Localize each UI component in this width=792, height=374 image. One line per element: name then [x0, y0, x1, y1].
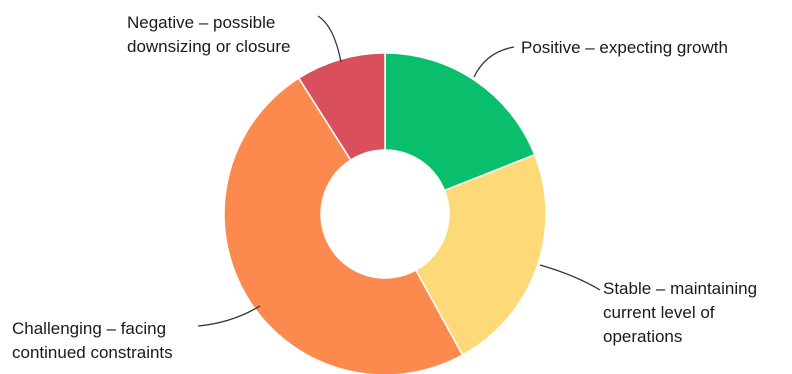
label-stable-line-3: operations: [603, 327, 682, 346]
leader-line-negative: [317, 15, 342, 63]
slice-stable: [414, 153, 547, 357]
label-challenging-line-2: continued constraints: [12, 343, 173, 362]
label-stable: Stable – maintaining current level of op…: [603, 279, 762, 346]
slice-negative: [297, 52, 386, 161]
label-challenging-line-1: Challenging – facing: [12, 319, 166, 338]
slice-positive: [384, 52, 536, 192]
leader-line-positive: [473, 46, 515, 78]
label-positive: Positive – expecting growth: [521, 38, 728, 57]
label-positive-line-1: Positive – expecting growth: [521, 38, 728, 57]
leader-line-stable: [539, 264, 601, 291]
label-negative: Negative – possible downsizing or closur…: [127, 13, 290, 56]
donut-slices: [223, 52, 547, 374]
leader-line-challenging: [197, 305, 261, 327]
label-challenging: Challenging – facing continued constrain…: [12, 319, 173, 362]
label-negative-line-2: downsizing or closure: [127, 37, 290, 56]
label-stable-line-2: current level of: [603, 303, 715, 322]
label-negative-line-1: Negative – possible: [127, 13, 275, 32]
label-stable-line-1: Stable – maintaining: [603, 279, 757, 298]
slice-challenging: [223, 77, 464, 374]
